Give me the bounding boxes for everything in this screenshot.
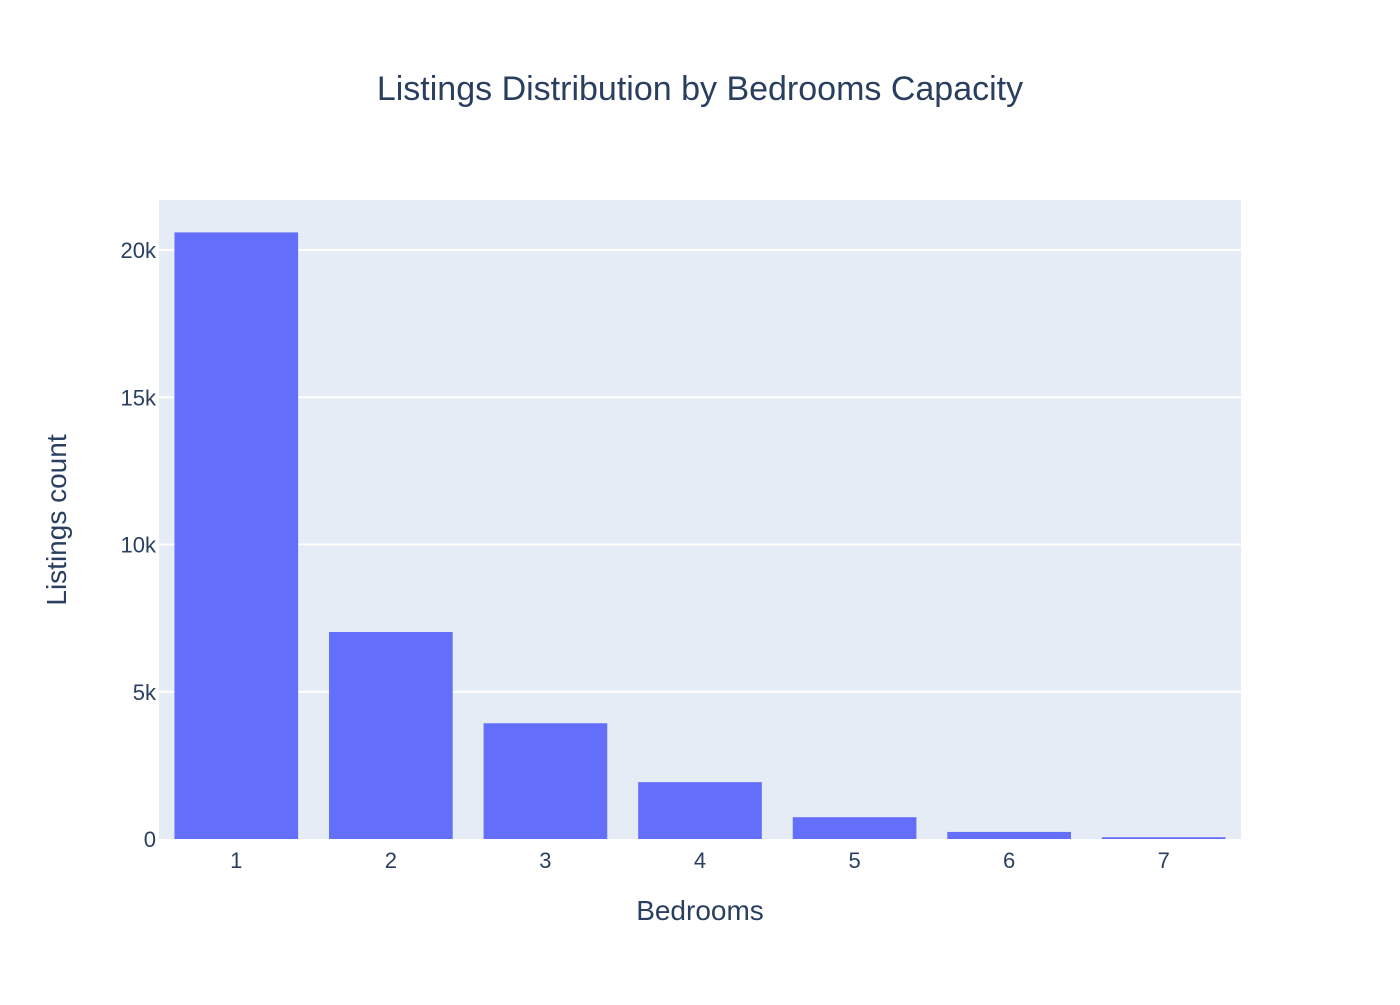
bars bbox=[174, 232, 1226, 839]
y-axis-ticks: 0 5k 10k 15k 20k bbox=[121, 238, 157, 852]
bar-6[interactable] bbox=[947, 831, 1071, 839]
y-tick-label: 15k bbox=[121, 385, 157, 410]
x-tick-label: 4 bbox=[694, 848, 706, 873]
y-tick-label: 20k bbox=[121, 238, 157, 263]
y-axis-title: Listings count bbox=[41, 434, 72, 605]
x-tick-label: 5 bbox=[848, 848, 860, 873]
plot-area bbox=[159, 200, 1241, 839]
x-tick-label: 1 bbox=[230, 848, 242, 873]
x-axis-title: Bedrooms bbox=[636, 895, 764, 926]
y-tick-label: 10k bbox=[121, 533, 157, 558]
bar-3[interactable] bbox=[483, 723, 608, 839]
x-tick-label: 2 bbox=[385, 848, 397, 873]
bar-2[interactable] bbox=[329, 631, 453, 839]
bar-4[interactable] bbox=[638, 782, 762, 839]
y-tick-label: 5k bbox=[133, 680, 157, 705]
x-tick-label: 7 bbox=[1158, 848, 1170, 873]
chart-title: Listings Distribution by Bedrooms Capaci… bbox=[377, 70, 1023, 108]
bar-7[interactable] bbox=[1101, 837, 1226, 839]
x-tick-label: 6 bbox=[1003, 848, 1015, 873]
bar-1[interactable] bbox=[174, 232, 299, 839]
y-tick-label: 0 bbox=[144, 827, 156, 852]
bar-5[interactable] bbox=[792, 817, 917, 839]
grid-lines bbox=[159, 249, 1241, 693]
x-tick-label: 3 bbox=[539, 848, 551, 873]
x-axis-ticks: 1 2 3 4 5 6 7 bbox=[230, 848, 1170, 873]
